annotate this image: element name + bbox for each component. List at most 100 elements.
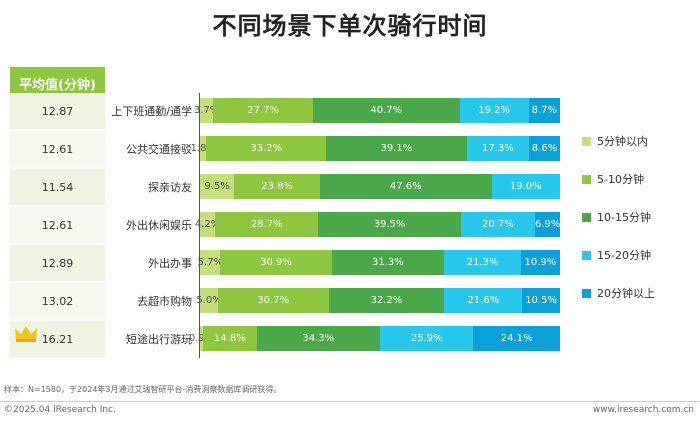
bar-segment: 39.1% xyxy=(326,136,467,161)
data-label: 23.8% xyxy=(261,181,293,192)
legend-item: 15-20分钟 xyxy=(582,247,651,263)
legend-label: 15-20分钟 xyxy=(597,249,651,262)
bar-segment: 40.7% xyxy=(313,98,460,123)
data-label: 21.6% xyxy=(467,295,500,306)
data-label: 47.6% xyxy=(389,181,422,192)
legend-swatch xyxy=(582,174,591,184)
bar-segment: 20.7% xyxy=(460,212,536,237)
data-label: 8.7% xyxy=(531,105,558,116)
data-label: 10.9% xyxy=(524,257,557,268)
bar-segment: 30.9% xyxy=(220,250,332,275)
data-label: 5.0% xyxy=(196,295,222,306)
bar-segment: 30.7% xyxy=(218,288,329,313)
legend-swatch xyxy=(582,288,591,298)
legend-swatch xyxy=(582,212,591,222)
bar-segment: 21.6% xyxy=(444,288,523,313)
legend-label: 5-10分钟 xyxy=(597,173,644,186)
average-value: 13.02 xyxy=(10,283,105,319)
bar-segment: 34.3% xyxy=(256,326,380,351)
data-label: 1.8% xyxy=(190,143,216,154)
data-label: 31.3% xyxy=(372,257,404,268)
bar-segment: 21.3% xyxy=(444,250,521,275)
data-label: 30.9% xyxy=(260,257,292,268)
bar-segment: 19.0% xyxy=(491,174,560,199)
bar-segment: 1.8% xyxy=(191,136,216,161)
data-label: 24.1% xyxy=(500,333,533,344)
legend-swatch xyxy=(582,250,591,260)
bar-segment: 6.9% xyxy=(535,212,560,237)
average-value: 12.61 xyxy=(10,131,105,167)
bar-segment: 9.5% xyxy=(200,174,235,199)
chart-title: 不同场景下单次骑行时间 xyxy=(212,12,488,40)
data-label: 9.5% xyxy=(204,181,230,192)
average-value: 12.61 xyxy=(10,207,105,243)
data-label: 21.3% xyxy=(466,257,499,268)
bar-segment: 8.6% xyxy=(529,136,560,161)
bar-segment: 8.7% xyxy=(528,98,560,123)
category-label: 短途出行游玩 xyxy=(126,333,192,346)
data-label: 39.1% xyxy=(380,143,413,154)
bar-segment: 3.7% xyxy=(194,98,219,123)
legend-swatch xyxy=(582,136,591,146)
bar-segment: 19.2% xyxy=(459,98,529,123)
data-label: 40.7% xyxy=(370,105,403,116)
legend-item: 5-10分钟 xyxy=(582,171,644,187)
bar-segment: 10.5% xyxy=(522,288,560,313)
axis-line xyxy=(199,93,200,358)
data-label: 30.7% xyxy=(257,295,290,306)
bar-segment: 0.9% xyxy=(189,326,214,351)
data-label: 8.6% xyxy=(531,143,558,154)
bar-segment: 25.9% xyxy=(380,326,474,351)
bar-segment: 23.8% xyxy=(234,174,320,199)
legend-item: 5分钟以内 xyxy=(582,133,648,149)
category-label: 上下班通勤/通学 xyxy=(111,105,192,118)
data-label: 10.5% xyxy=(525,295,557,306)
data-label: 0.9% xyxy=(188,333,215,344)
bar-segment: 47.6% xyxy=(320,174,492,199)
bar-segment: 14.8% xyxy=(203,326,257,351)
bar-segment: 17.3% xyxy=(466,136,530,161)
website: www.iresearch.com.cn xyxy=(592,405,694,415)
data-label: 19.2% xyxy=(478,105,510,116)
bar-segment: 27.7% xyxy=(213,98,314,123)
bar-segment: 28.7% xyxy=(215,212,319,237)
data-label: 34.3% xyxy=(302,333,335,344)
category-label: 去超市购物 xyxy=(137,295,192,308)
bar-segment: 5.0% xyxy=(196,288,222,313)
data-label: 25.9% xyxy=(410,333,443,344)
bar-segment: 31.3% xyxy=(331,250,445,275)
category-label: 外出办事 xyxy=(148,257,192,270)
data-label: 14.8% xyxy=(213,333,246,344)
legend-item: 20分钟以上 xyxy=(582,285,655,301)
data-label: 20.7% xyxy=(481,219,514,230)
category-label: 公共交通接驳 xyxy=(126,143,192,156)
data-label: 3.7% xyxy=(193,105,220,116)
crown-icon xyxy=(15,326,37,342)
average-value: 12.87 xyxy=(10,93,105,129)
divider xyxy=(0,401,700,402)
category-label: 探亲访友 xyxy=(148,181,192,194)
data-label: 28.7% xyxy=(250,219,283,230)
data-label: 27.7% xyxy=(247,105,280,116)
bar-segment: 4.2% xyxy=(195,212,220,237)
data-label: 19.0% xyxy=(509,181,542,192)
data-label: 32.2% xyxy=(370,295,403,306)
data-label: 39.5% xyxy=(373,219,406,230)
data-label: 6.9% xyxy=(534,219,561,230)
legend-label: 20分钟以上 xyxy=(597,287,655,300)
category-label: 外出休闲娱乐 xyxy=(126,219,192,232)
bar-segment: 32.2% xyxy=(328,288,445,313)
data-label: 5.7% xyxy=(197,257,223,268)
footnote: 样本：N=1580，于2024年3月通过艾瑞智研平台-消费洞察数据库调研获得。 xyxy=(4,385,282,394)
legend-label: 5分钟以内 xyxy=(597,135,648,148)
legend-item: 10-15分钟 xyxy=(582,209,651,225)
bar-segment: 5.7% xyxy=(197,250,223,275)
data-label: 4.2% xyxy=(194,219,221,230)
bar-segment: 39.5% xyxy=(318,212,461,237)
average-value: 11.54 xyxy=(10,169,105,205)
legend-label: 10-15分钟 xyxy=(597,211,651,224)
data-label: 17.3% xyxy=(481,143,514,154)
bar-segment: 24.1% xyxy=(473,326,560,351)
bar-segment: 10.9% xyxy=(520,250,560,275)
data-label: 33.2% xyxy=(250,143,283,154)
